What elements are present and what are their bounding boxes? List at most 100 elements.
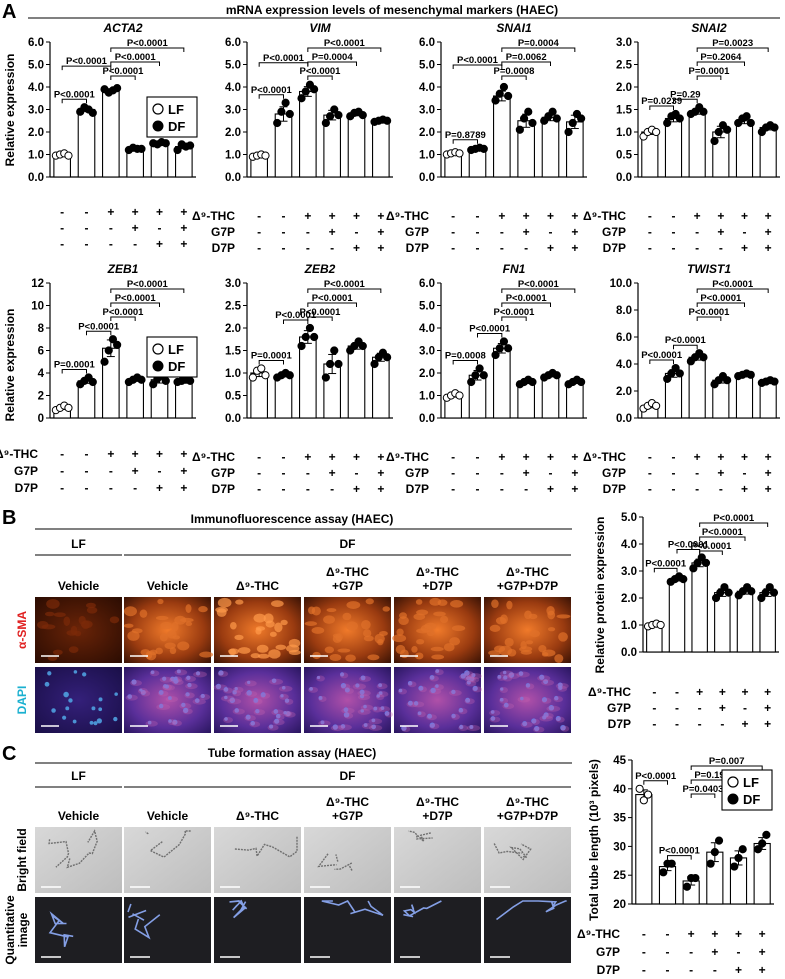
dapi-image	[484, 667, 571, 733]
bar	[493, 95, 511, 178]
treatment-row-label: G7P	[211, 225, 235, 239]
treatment-sign: -	[500, 482, 504, 496]
row-label-quantitative: image	[16, 912, 30, 947]
p-value-label: P=0.0004	[312, 52, 354, 63]
data-point	[652, 127, 661, 137]
treatment-sign: +	[377, 225, 384, 239]
significance-bracket	[690, 765, 763, 770]
treatment-sign: +	[741, 717, 748, 731]
data-point	[297, 341, 306, 351]
y-tick-label: 8.0	[616, 305, 632, 317]
p-value-label: P=0.0001	[54, 360, 96, 371]
column-label: Vehicle	[147, 809, 189, 823]
quantitative-image	[35, 897, 122, 963]
data-point	[699, 353, 708, 362]
treatment-table: Δ⁹-THC - - + + + + G7P - - - + - + D7P - - - - + +	[192, 209, 384, 255]
y-tick-label: 6.0	[28, 37, 44, 49]
treatment-sign: -	[133, 237, 137, 251]
treatment-sign: +	[741, 450, 748, 464]
treatment-sign: +	[719, 685, 726, 699]
significance-bracket	[501, 75, 527, 80]
significance-bracket	[61, 369, 87, 374]
data-point	[137, 375, 146, 384]
treatment-sign: -	[451, 482, 455, 496]
data-point	[663, 118, 672, 128]
treatment-sign: +	[741, 482, 748, 496]
treatment-sign: -	[500, 466, 504, 480]
treatment-sign: -	[695, 225, 699, 239]
treatment-sign: -	[451, 241, 455, 255]
treatment-sign: -	[713, 963, 717, 977]
data-point	[528, 118, 537, 128]
bright-field-image	[214, 827, 301, 893]
data-point	[475, 364, 484, 373]
p-value-label: P=0.2064	[700, 52, 742, 63]
treatment-sign: -	[133, 481, 137, 495]
data-point	[671, 363, 680, 373]
y-tick-label: 3.0	[225, 105, 241, 117]
data-point	[64, 151, 73, 160]
y-tick-label: 4.0	[28, 82, 44, 94]
data-point	[753, 845, 763, 854]
treatment-sign: -	[672, 482, 676, 496]
significance-bracket	[696, 47, 769, 52]
significance-bracket	[696, 75, 722, 80]
treatment-sign: +	[735, 927, 742, 941]
significance-bracket	[110, 302, 160, 307]
significance-bracket	[283, 319, 309, 324]
treatment-sign: -	[675, 717, 679, 731]
y-tick-label: 6.0	[419, 278, 435, 290]
treatment-row-label: G7P	[602, 225, 626, 239]
y-tick-label: 4	[38, 368, 45, 380]
significance-bracket	[61, 98, 87, 104]
treatment-sign: +	[571, 482, 578, 496]
treatment-sign: -	[648, 241, 652, 255]
p-value-label: P=0.0008	[445, 351, 486, 362]
treatment-sign: -	[695, 482, 699, 496]
significance-bracket	[699, 522, 769, 527]
p-value-label: P<0.0001	[312, 293, 354, 304]
p-value-label: P=0.0001	[689, 66, 731, 77]
y-tick-label: 5.0	[419, 60, 435, 72]
data-point	[330, 346, 339, 355]
chart-title: SNAI2	[691, 21, 727, 35]
chart-zeb1: ZEB1 0 2 4 6 8 10 12 P=0.0001 P<0.0001 P<0.0001 P<0…	[31, 262, 196, 425]
data-point	[261, 371, 270, 380]
bar	[735, 120, 754, 178]
significance-bracket	[477, 333, 503, 338]
y-tick-label: 1.0	[419, 391, 435, 403]
dapi-image	[35, 667, 122, 733]
data-point	[515, 125, 524, 134]
treatment-sign: +	[107, 447, 114, 461]
data-point	[467, 377, 476, 387]
y-tick-label: 2.0	[419, 127, 435, 139]
bright-field-image	[394, 827, 481, 893]
data-point	[667, 859, 676, 868]
significance-bracket	[110, 61, 160, 66]
data-point	[723, 376, 732, 385]
y-tick-label: 2.0	[419, 368, 435, 380]
treatment-sign: +	[547, 209, 554, 223]
y-tick-label: 40	[613, 784, 626, 796]
data-point	[699, 107, 708, 116]
treatment-sign: -	[719, 241, 723, 255]
treatment-sign: -	[85, 447, 89, 461]
y-tick-label: 4.0	[621, 539, 637, 551]
y-tick-label: 1.0	[621, 620, 637, 632]
treatment-sign: -	[476, 482, 480, 496]
treatment-sign: -	[257, 209, 261, 223]
treatment-sign: +	[329, 225, 336, 239]
treatment-sign: +	[377, 482, 384, 496]
y-tick-label: 2.0	[28, 127, 44, 139]
treatment-sign: +	[759, 927, 766, 941]
y-tick-label: 0.0	[225, 413, 241, 425]
data-point	[635, 784, 644, 793]
row-label-bright-field: Bright field	[15, 828, 29, 891]
treatment-sign: -	[500, 241, 504, 255]
treatment-sign: -	[60, 237, 64, 251]
treatment-sign: -	[257, 466, 261, 480]
y-tick-label: 12	[31, 278, 44, 290]
treatment-sign: +	[547, 482, 554, 496]
data-point	[383, 116, 392, 125]
p-value-label: P<0.0001	[54, 89, 96, 100]
